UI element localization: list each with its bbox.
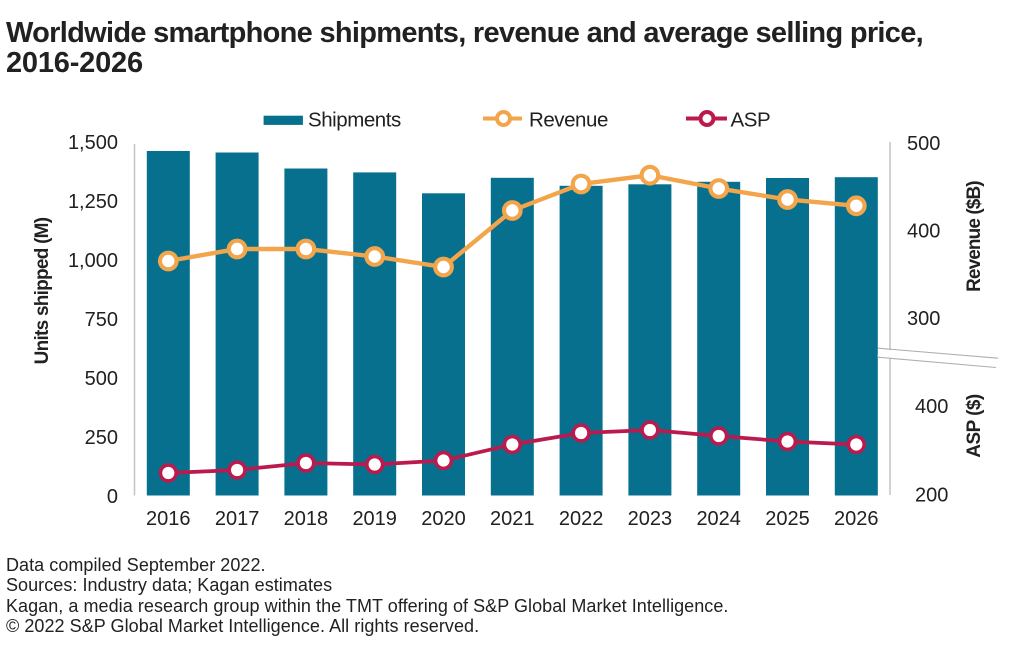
- svg-text:500: 500: [85, 368, 118, 390]
- svg-text:Kagan, a media research group: Kagan, a media research group within the…: [6, 596, 728, 616]
- svg-text:2024: 2024: [696, 508, 741, 530]
- svg-text:2022: 2022: [559, 508, 604, 530]
- svg-text:ASP ($): ASP ($): [964, 394, 985, 458]
- svg-text:1,500: 1,500: [68, 132, 118, 154]
- svg-text:2025: 2025: [765, 508, 810, 530]
- svg-text:2017: 2017: [215, 508, 260, 530]
- svg-text:Data compiled September 2022.: Data compiled September 2022.: [6, 555, 266, 575]
- svg-text:2018: 2018: [284, 508, 329, 530]
- svg-text:0: 0: [107, 486, 118, 508]
- svg-text:500: 500: [907, 133, 940, 155]
- svg-text:1,000: 1,000: [68, 250, 118, 272]
- svg-text:ASP: ASP: [731, 108, 771, 131]
- svg-text:Units shipped (M): Units shipped (M): [32, 217, 53, 364]
- svg-text:2023: 2023: [628, 508, 673, 530]
- svg-text:2021: 2021: [490, 508, 535, 530]
- svg-text:Worldwide smartphone shipments: Worldwide smartphone shipments, revenue …: [6, 17, 923, 49]
- svg-text:2016-2026: 2016-2026: [6, 47, 143, 79]
- svg-text:Shipments: Shipments: [308, 108, 401, 131]
- svg-text:Revenue ($B): Revenue ($B): [964, 181, 985, 292]
- svg-text:2016: 2016: [146, 508, 191, 530]
- svg-text:750: 750: [85, 309, 118, 331]
- svg-text:2026: 2026: [834, 508, 879, 530]
- svg-text:400: 400: [915, 396, 948, 418]
- svg-text:2020: 2020: [421, 508, 466, 530]
- svg-text:400: 400: [907, 221, 940, 243]
- svg-text:Sources: Industry data; Kagan: Sources: Industry data; Kagan estimates: [6, 575, 332, 595]
- svg-text:300: 300: [907, 308, 940, 330]
- svg-text:1,250: 1,250: [68, 191, 118, 213]
- svg-text:250: 250: [85, 427, 118, 449]
- svg-text:2019: 2019: [352, 508, 397, 530]
- svg-text:200: 200: [915, 485, 948, 507]
- svg-text:© 2022 S&P Global Market Intel: © 2022 S&P Global Market Intelligence. A…: [6, 616, 479, 636]
- svg-text:Revenue: Revenue: [529, 108, 608, 131]
